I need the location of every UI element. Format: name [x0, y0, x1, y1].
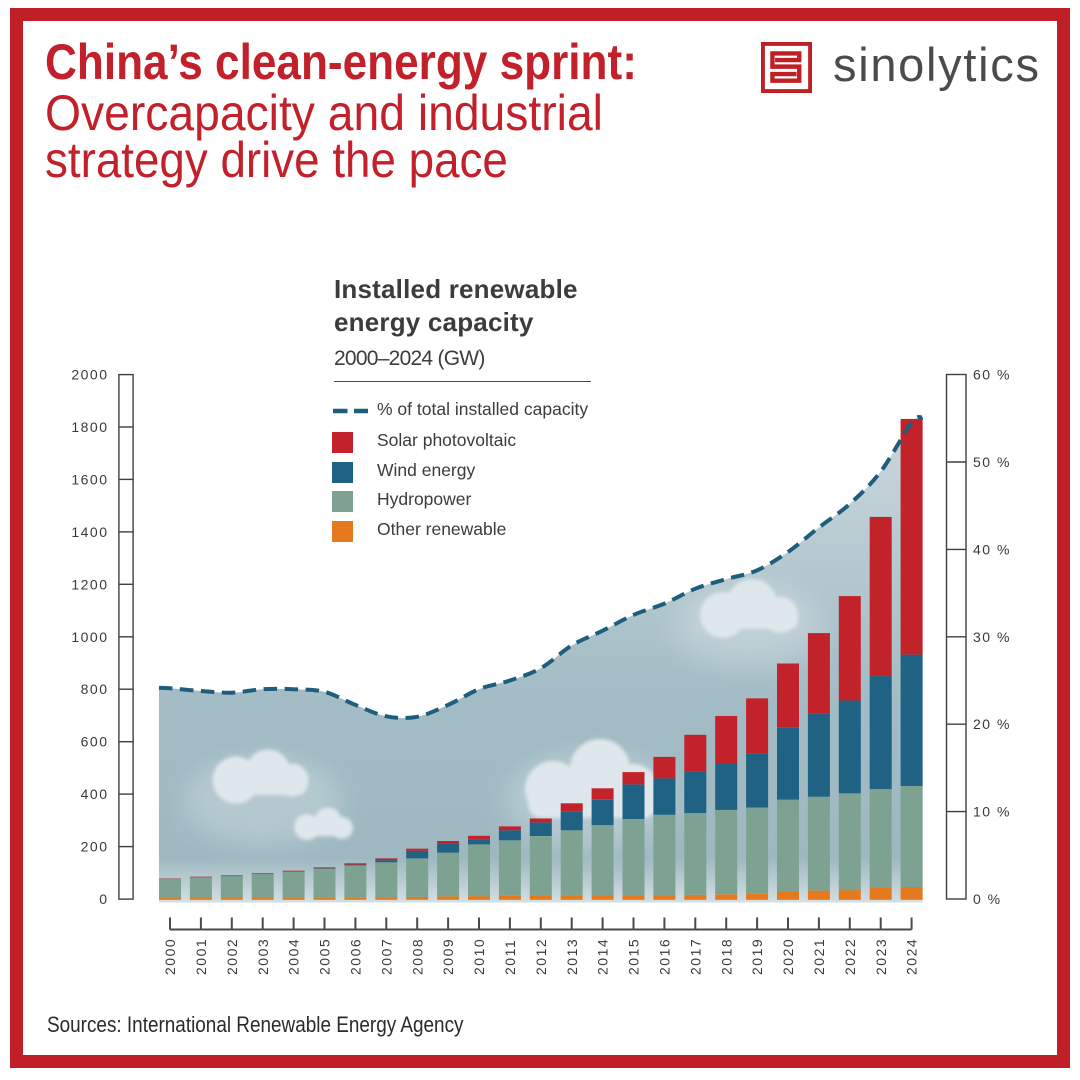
svg-text:10 %: 10 %: [973, 804, 1011, 820]
svg-text:2003: 2003: [255, 938, 271, 975]
svg-text:2000: 2000: [71, 367, 108, 383]
svg-text:40 %: 40 %: [973, 541, 1011, 557]
svg-text:1000: 1000: [71, 629, 108, 645]
svg-text:30 %: 30 %: [973, 629, 1011, 645]
svg-text:20 %: 20 %: [973, 716, 1011, 732]
svg-text:800: 800: [81, 681, 109, 697]
svg-text:2021: 2021: [811, 938, 827, 975]
svg-text:1600: 1600: [71, 471, 108, 487]
svg-text:2000: 2000: [162, 938, 178, 975]
svg-text:1200: 1200: [71, 576, 108, 592]
svg-text:2001: 2001: [193, 938, 209, 975]
svg-text:50 %: 50 %: [973, 454, 1011, 470]
svg-text:200: 200: [81, 839, 109, 855]
svg-text:2007: 2007: [378, 938, 394, 975]
svg-text:2004: 2004: [286, 938, 302, 975]
svg-text:1800: 1800: [71, 419, 108, 435]
svg-text:1400: 1400: [71, 524, 108, 540]
svg-text:2009: 2009: [440, 938, 456, 975]
svg-text:2020: 2020: [780, 938, 796, 975]
svg-text:2022: 2022: [842, 938, 858, 975]
svg-text:2024: 2024: [904, 938, 920, 975]
svg-text:0: 0: [99, 891, 108, 907]
svg-text:2002: 2002: [224, 938, 240, 975]
svg-text:2005: 2005: [317, 938, 333, 975]
svg-text:2019: 2019: [749, 938, 765, 975]
svg-text:2012: 2012: [533, 938, 549, 975]
svg-text:600: 600: [81, 734, 109, 750]
svg-text:2014: 2014: [595, 938, 611, 975]
svg-text:2013: 2013: [564, 938, 580, 975]
svg-text:2006: 2006: [348, 938, 364, 975]
svg-text:2018: 2018: [718, 938, 734, 975]
svg-text:2023: 2023: [873, 938, 889, 975]
svg-text:2015: 2015: [626, 938, 642, 975]
svg-text:2017: 2017: [687, 938, 703, 975]
svg-text:2008: 2008: [409, 938, 425, 975]
svg-text:2010: 2010: [471, 938, 487, 975]
svg-text:60 %: 60 %: [973, 367, 1011, 383]
svg-text:0 %: 0 %: [973, 891, 1002, 907]
svg-text:2011: 2011: [502, 939, 518, 975]
svg-text:2016: 2016: [657, 938, 673, 975]
svg-text:400: 400: [81, 786, 109, 802]
